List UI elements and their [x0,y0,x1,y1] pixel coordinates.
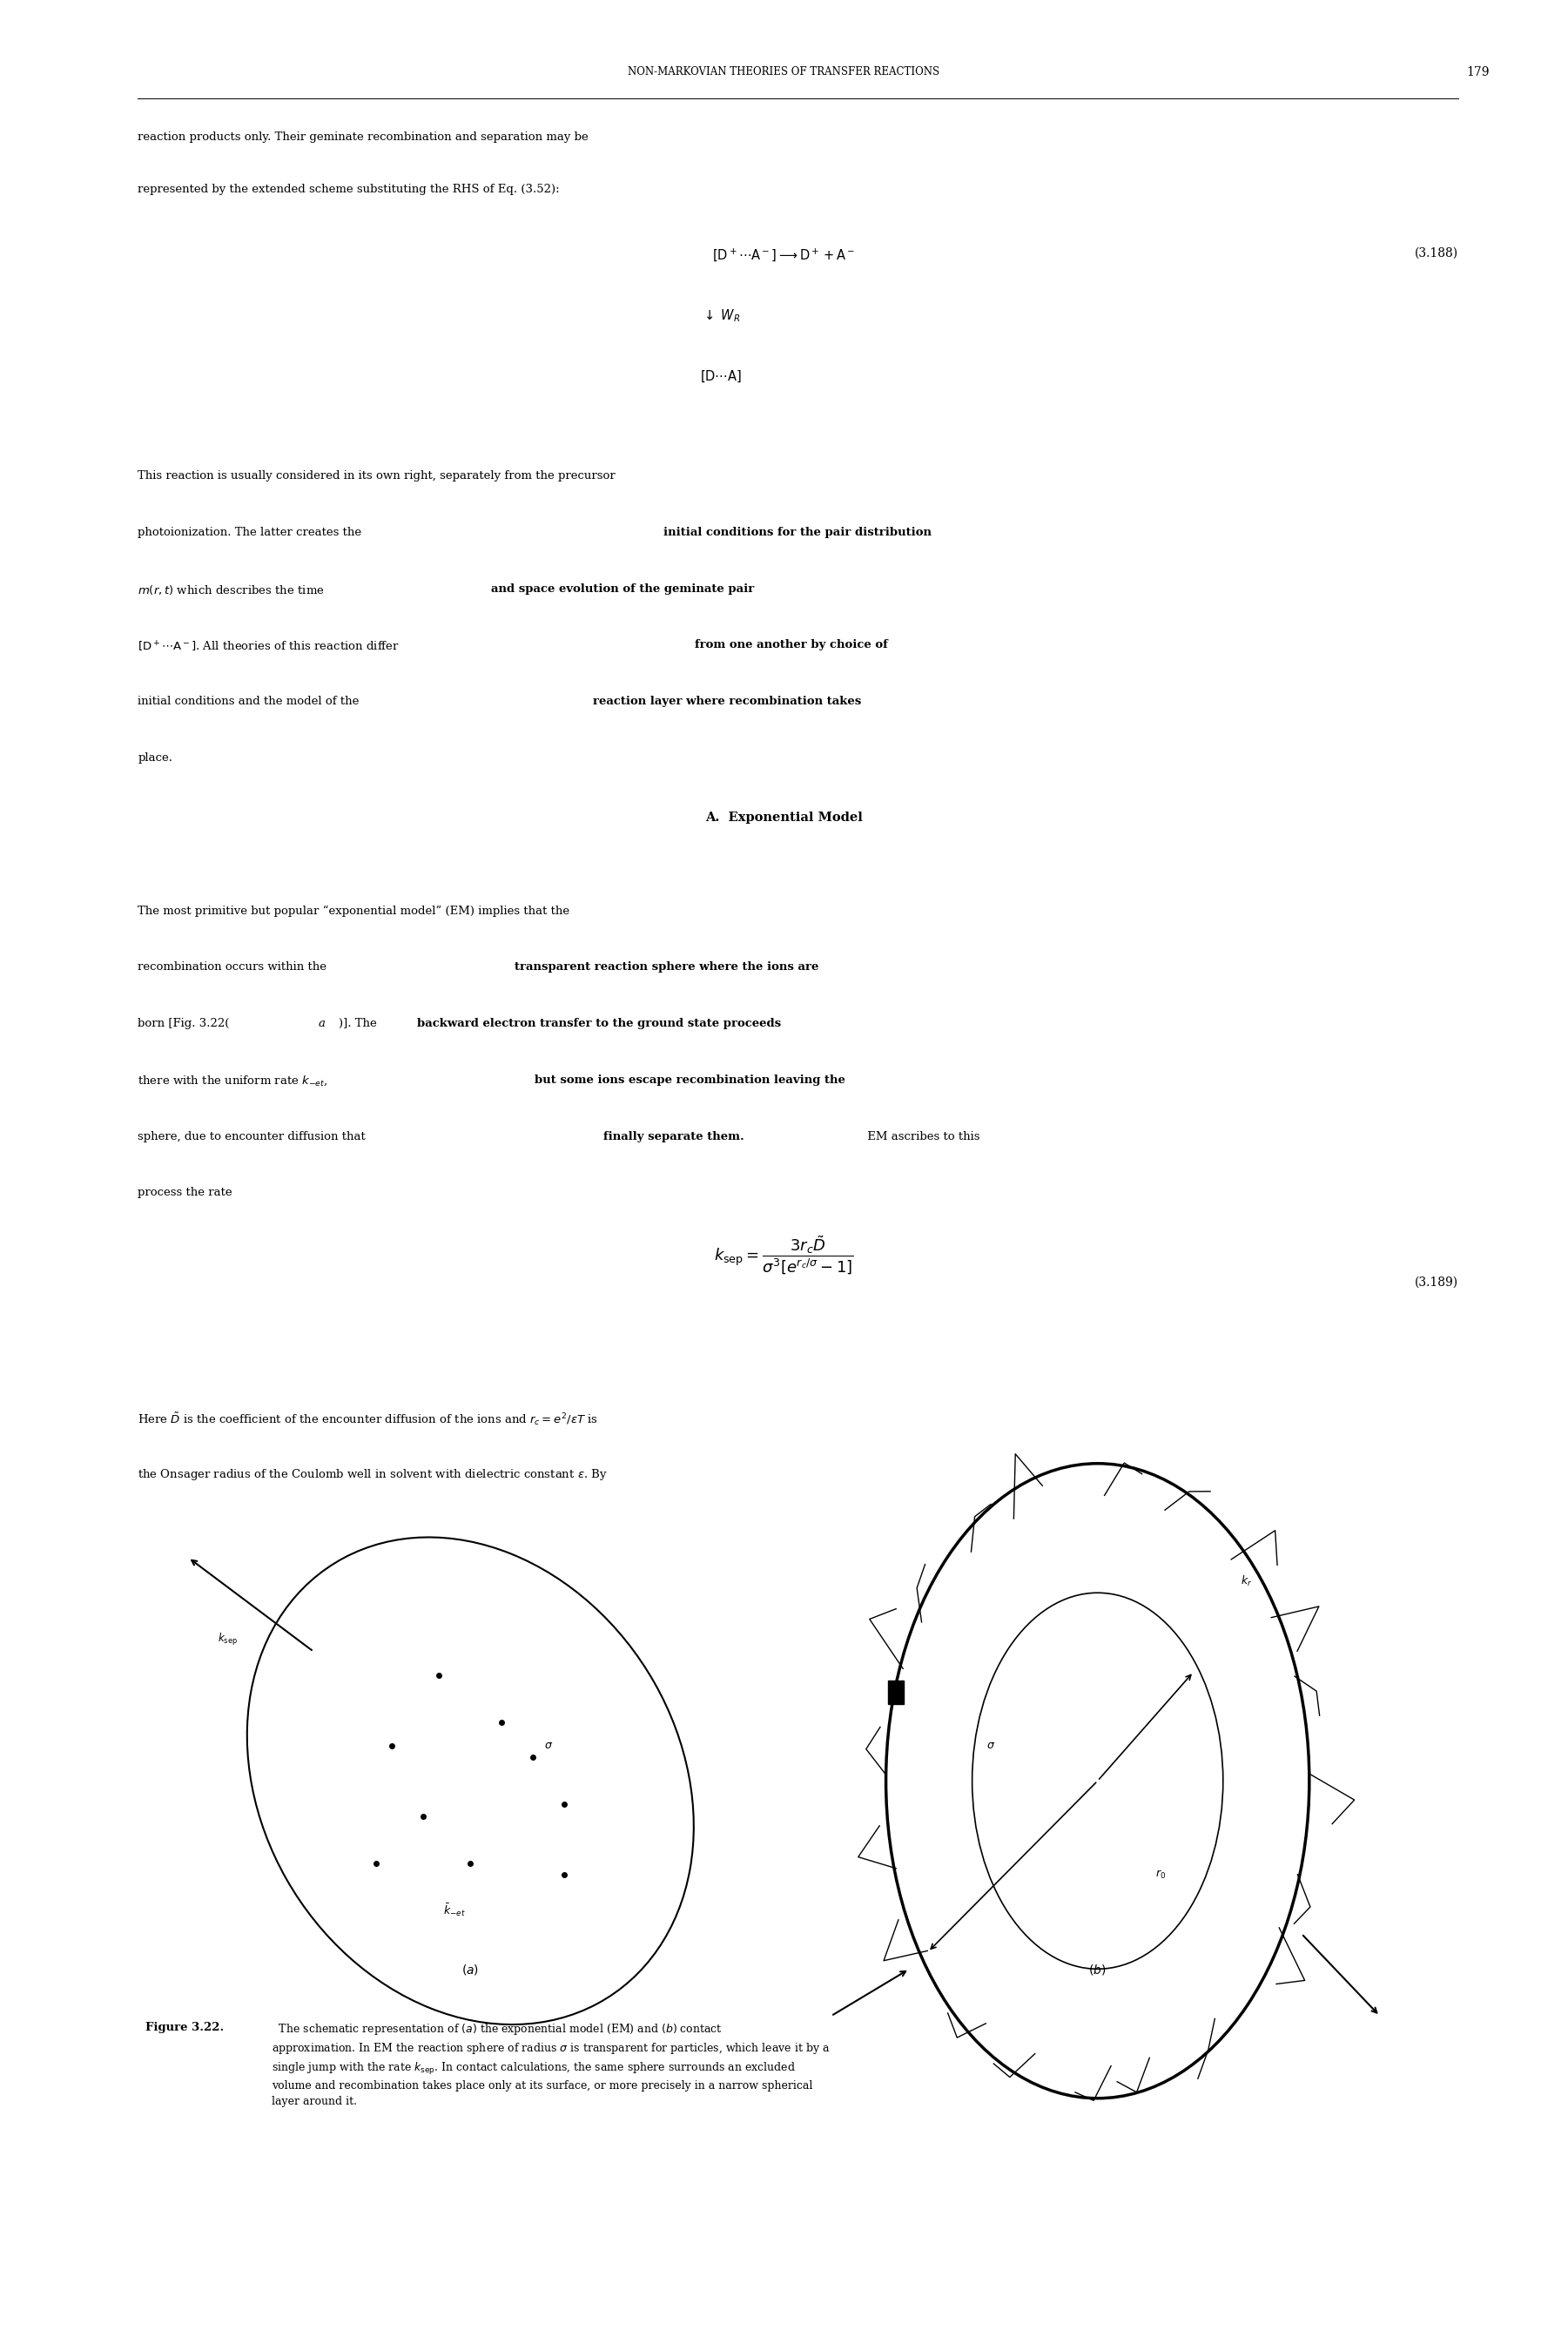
Text: there with the uniform rate $k_{-et}$,: there with the uniform rate $k_{-et}$, [138,1074,329,1089]
Text: $r_0$: $r_0$ [1156,1869,1165,1881]
Text: transparent reaction sphere where the ions are: transparent reaction sphere where the io… [514,962,818,973]
Text: and space evolution of the geminate pair: and space evolution of the geminate pair [491,583,754,595]
Text: $\bar{k}_{-et}$: $\bar{k}_{-et}$ [444,1902,466,1918]
Text: Figure 3.22.: Figure 3.22. [146,2022,224,2034]
Text: $\downarrow \; W_R$: $\downarrow \; W_R$ [702,308,740,324]
Text: reaction products only. Their geminate recombination and separation may be: reaction products only. Their geminate r… [138,132,588,143]
Polygon shape [889,1681,905,1704]
Text: initial conditions for the pair distribution: initial conditions for the pair distribu… [663,527,931,538]
Text: The schematic representation of $(a)$ the exponential model (EM) and $(b)$ conta: The schematic representation of $(a)$ th… [271,2022,829,2106]
Text: Here $\tilde{D}$ is the coefficient of the encounter diffusion of the ions and $: Here $\tilde{D}$ is the coefficient of t… [138,1411,599,1427]
Text: $k_{r}$: $k_{r}$ [1240,1575,1253,1587]
Text: recombination occurs within the: recombination occurs within the [138,962,331,973]
Text: $(a)$: $(a)$ [461,1963,480,1977]
Text: $k_{\rm sep}$: $k_{\rm sep}$ [218,1632,237,1648]
Text: from one another by choice of: from one another by choice of [695,639,887,651]
Text: a: a [318,1018,325,1030]
Text: photoionization. The latter creates the: photoionization. The latter creates the [138,527,365,538]
Text: $[\mathrm{D}^+ \cdots \mathrm{A}^-]$. All theories of this reaction differ: $[\mathrm{D}^+ \cdots \mathrm{A}^-]$. Al… [138,639,400,654]
Text: but some ions escape recombination leaving the: but some ions escape recombination leavi… [535,1074,845,1086]
Text: EM ascribes to this: EM ascribes to this [864,1131,980,1143]
Text: $[\mathrm{D} \cdots \mathrm{A}]$: $[\mathrm{D} \cdots \mathrm{A}]$ [701,369,742,383]
Text: reaction layer where recombination takes: reaction layer where recombination takes [593,696,861,708]
Text: NON-MARKOVIAN THEORIES OF TRANSFER REACTIONS: NON-MARKOVIAN THEORIES OF TRANSFER REACT… [629,66,939,78]
Text: backward electron transfer to the ground state proceeds: backward electron transfer to the ground… [417,1018,781,1030]
Text: $k_{\mathrm{sep}} = \dfrac{3r_c\tilde{D}}{\sigma^3[e^{r_c/\sigma}-1]}$: $k_{\mathrm{sep}} = \dfrac{3r_c\tilde{D}… [713,1234,855,1277]
Text: $m(r, t)$ which describes the time: $m(r, t)$ which describes the time [138,583,326,597]
Text: the Onsager radius of the Coulomb well in solvent with dielectric constant $\eps: the Onsager radius of the Coulomb well i… [138,1467,608,1481]
Text: The most primitive but popular “exponential model” (EM) implies that the: The most primitive but popular “exponent… [138,905,569,917]
Text: (3.189): (3.189) [1414,1277,1458,1288]
Text: $[\mathrm{D}^+ \cdots \mathrm{A}^-] \longrightarrow \mathrm{D}^+ + \mathrm{A}^-$: $[\mathrm{D}^+ \cdots \mathrm{A}^-] \lon… [712,247,856,263]
Text: place.: place. [138,752,172,764]
Text: born [Fig. 3.22(: born [Fig. 3.22( [138,1018,230,1030]
Text: sphere, due to encounter diffusion that: sphere, due to encounter diffusion that [138,1131,370,1143]
Text: This reaction is usually considered in its own right, separately from the precur: This reaction is usually considered in i… [138,470,616,482]
Text: initial conditions and the model of the: initial conditions and the model of the [138,696,364,708]
Text: )]. The: )]. The [339,1018,381,1030]
Text: finally separate them.: finally separate them. [604,1131,745,1143]
Text: $\sigma$: $\sigma$ [986,1740,996,1751]
Text: $\sigma$: $\sigma$ [544,1740,554,1751]
Text: A.  Exponential Model: A. Exponential Model [706,811,862,823]
Text: represented by the extended scheme substituting the RHS of Eq. (3.52):: represented by the extended scheme subst… [138,183,560,195]
Text: process the rate: process the rate [138,1187,232,1199]
Text: 179: 179 [1466,66,1490,78]
Text: $(b)$: $(b)$ [1088,1963,1107,1977]
Text: (3.188): (3.188) [1414,247,1458,259]
